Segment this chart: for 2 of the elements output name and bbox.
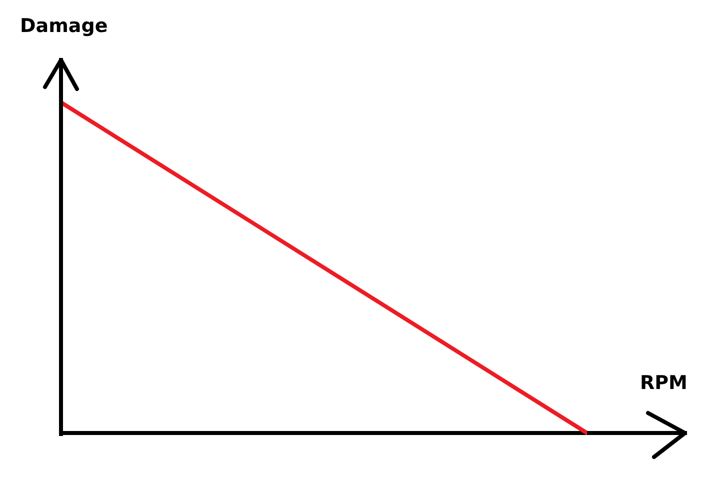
x-axis-title: RPM xyxy=(640,372,688,394)
y-axis-title: Damage xyxy=(20,15,108,37)
